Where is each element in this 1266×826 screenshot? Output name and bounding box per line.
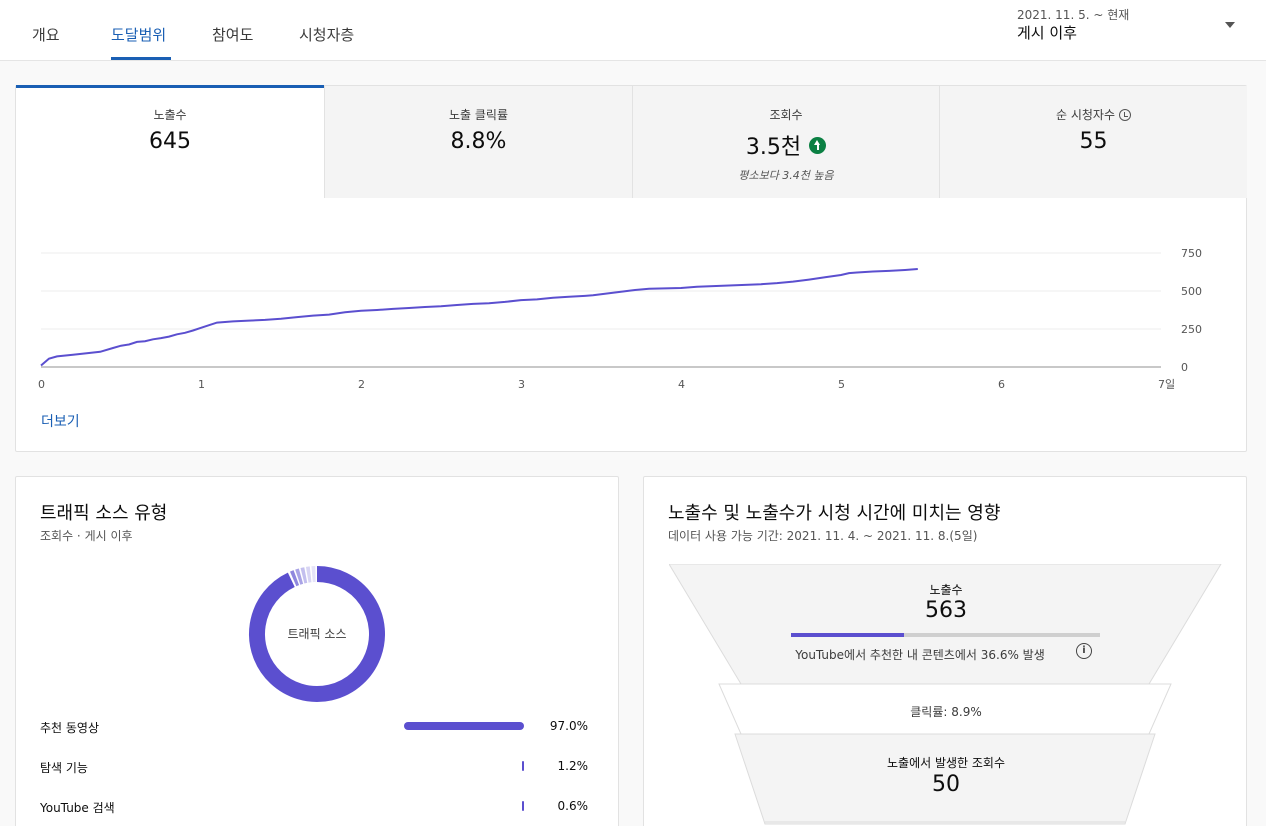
top-tab-bar: 개요 도달범위 참여도 시청자층 2021. 11. 5. ~ 현재 게시 이후 xyxy=(0,0,1266,61)
dropdown-arrow-icon[interactable] xyxy=(1225,22,1235,28)
tab-reach[interactable]: 도달범위 xyxy=(111,26,167,44)
y-tick-label: 750 xyxy=(1181,247,1202,260)
card-title: 노출수 및 노출수가 시청 시간에 미치는 영향 xyxy=(668,503,1001,524)
x-tick-label: 7일 xyxy=(1158,377,1175,391)
x-tick-label: 1 xyxy=(198,378,205,391)
donut-center-label: 트래픽 소스 xyxy=(287,627,347,641)
donut-slice-minor xyxy=(289,570,300,587)
source-percent: 97.0% xyxy=(549,719,588,733)
reach-metrics-card: 노출수 645 노출 클릭률 8.8% 조회수 3.5천 평소보다 3.4천 높… xyxy=(15,85,1247,452)
donut-slice-minor xyxy=(295,568,304,585)
x-tick-label: 0 xyxy=(38,378,45,391)
impressions-label: 노출수 xyxy=(929,583,963,597)
date-range-text: 2021. 11. 5. ~ 현재 xyxy=(1017,8,1130,22)
metric-ctr[interactable]: 노출 클릭률 8.8% xyxy=(324,86,632,198)
source-bar xyxy=(522,801,524,811)
card-subtitle: 조회수 · 게시 이후 xyxy=(40,529,133,543)
source-name: 탐색 기능 xyxy=(40,761,88,775)
y-tick-label: 250 xyxy=(1181,323,1202,336)
list-item[interactable]: YouTube 검색 0.6% xyxy=(40,799,588,819)
views-value: 50 xyxy=(932,772,960,797)
impressions-funnel-card: 노출수 및 노출수가 시청 시간에 미치는 영향 데이터 사용 가능 기간: 2… xyxy=(643,476,1247,826)
metric-views[interactable]: 조회수 3.5천 평소보다 3.4천 높음 xyxy=(632,86,939,198)
metric-unique-viewers[interactable]: 순 시청자수 55 xyxy=(939,86,1247,198)
card-title: 트래픽 소스 유형 xyxy=(40,503,168,524)
list-item[interactable]: 탐색 기능 1.2% xyxy=(40,759,588,779)
tab-audience[interactable]: 시청자층 xyxy=(299,26,355,44)
y-tick-label: 500 xyxy=(1181,285,1202,298)
tab-engagement[interactable]: 참여도 xyxy=(212,26,254,44)
x-tick-label: 3 xyxy=(518,378,525,391)
date-filter-label: 게시 이후 xyxy=(1017,24,1077,42)
metric-value: 8.8% xyxy=(450,129,507,154)
impressions-line-chart: 0 250 500 750 0 1 2 3 4 5 6 7일 xyxy=(38,247,1202,391)
metric-value: 55 xyxy=(1079,129,1108,154)
x-tick-label: 6 xyxy=(998,378,1005,391)
list-item[interactable]: 추천 동영상 97.0% xyxy=(40,719,588,739)
metric-label: 조회수 xyxy=(769,108,803,122)
x-tick-label: 2 xyxy=(358,378,365,391)
metric-label: 노출수 xyxy=(153,108,187,122)
source-note: YouTube에서 추천한 내 콘텐츠에서 36.6% 발생 xyxy=(795,648,1045,662)
views-label: 노출에서 발생한 조회수 xyxy=(886,756,1006,770)
card-subtitle: 데이터 사용 가능 기간: 2021. 11. 4. ~ 2021. 11. 8… xyxy=(668,529,978,543)
clock-icon xyxy=(1119,109,1131,121)
metric-label: 노출 클릭률 xyxy=(448,108,508,122)
traffic-source-card: 트래픽 소스 유형 조회수 · 게시 이후 트래픽 소스 추천 동영상 97.0… xyxy=(15,476,619,826)
impressions-series-line xyxy=(40,268,918,367)
impressions-value: 563 xyxy=(925,598,967,623)
recommended-progress-bar xyxy=(791,633,1100,637)
active-metric-indicator xyxy=(16,85,324,88)
donut-slice-recommended xyxy=(249,566,385,702)
see-more-link[interactable]: 더보기 xyxy=(41,414,80,430)
source-name: YouTube 검색 xyxy=(40,801,115,815)
metric-value: 645 xyxy=(149,129,191,154)
active-tab-indicator xyxy=(111,57,171,60)
traffic-donut-chart xyxy=(249,566,385,702)
donut-slice-minor xyxy=(300,567,308,584)
arrow-up-icon xyxy=(809,136,827,154)
metric-note: 평소보다 3.4천 높음 xyxy=(738,169,834,182)
x-tick-label: 4 xyxy=(678,378,685,391)
metric-impressions[interactable]: 노출수 645 xyxy=(16,85,324,198)
source-bar xyxy=(522,761,524,771)
info-icon[interactable]: i xyxy=(1076,643,1092,659)
x-tick-label: 5 xyxy=(838,378,845,391)
ctr-text: 클릭률: 8.9% xyxy=(910,705,982,719)
source-name: 추천 동영상 xyxy=(40,721,100,735)
y-tick-label: 0 xyxy=(1181,361,1188,374)
metric-value: 3.5천 xyxy=(745,135,802,160)
progress-fill xyxy=(791,633,905,637)
source-percent: 1.2% xyxy=(557,759,589,773)
tab-overview[interactable]: 개요 xyxy=(32,26,60,44)
source-bar xyxy=(404,722,524,730)
metric-label: 순 시청자수 xyxy=(1055,108,1115,122)
source-percent: 0.6% xyxy=(557,799,589,813)
